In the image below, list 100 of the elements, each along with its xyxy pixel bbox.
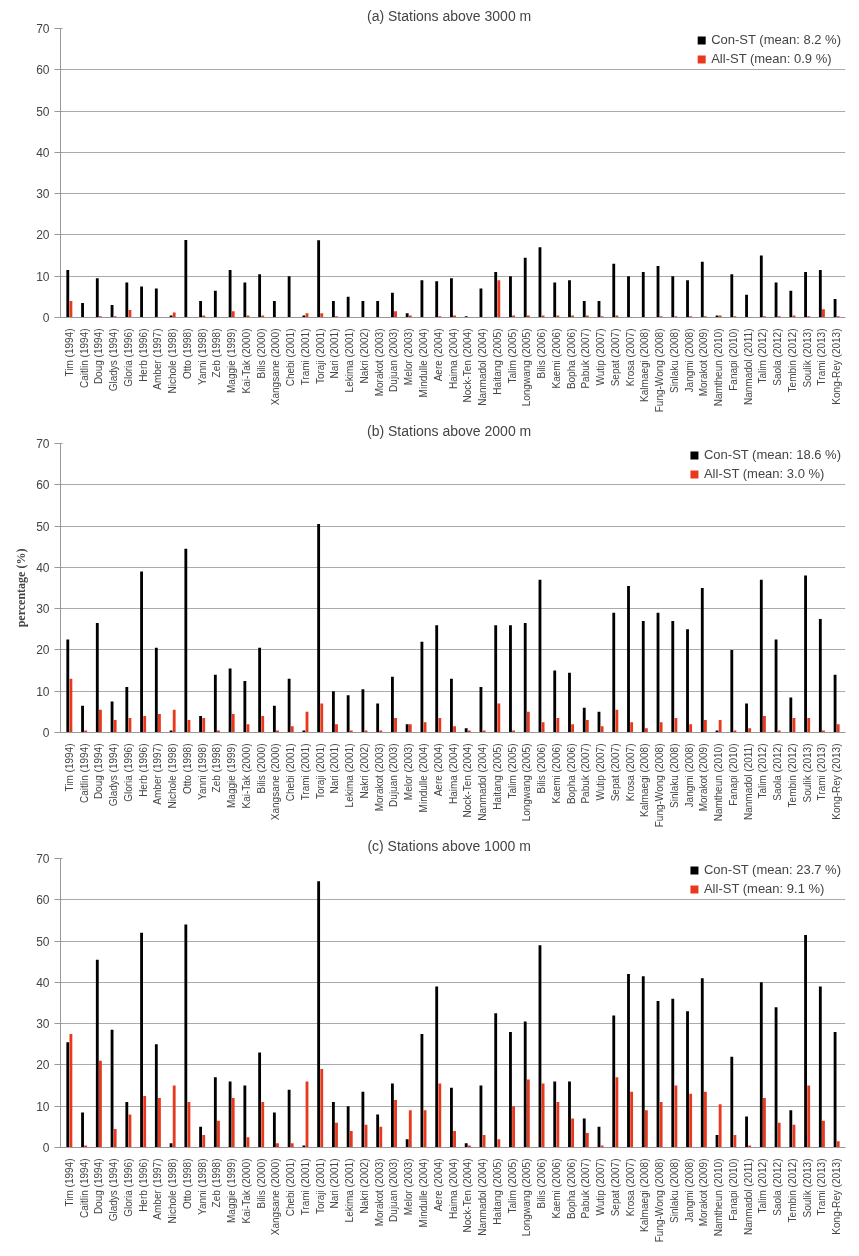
- x-tick-label: Trami (2001): [299, 328, 311, 386]
- x-tick-label: Haitang (2005): [491, 328, 503, 395]
- y-tick-label: 10: [36, 269, 50, 284]
- x-tick-label: Fanapi (2010): [727, 743, 739, 806]
- x-tick-label: Mindulle (2004): [417, 1158, 429, 1228]
- x-tick-label: Aere (2004): [432, 743, 444, 797]
- x-tick-label: Bopha (2006): [565, 743, 577, 805]
- y-tick-label: 50: [36, 104, 50, 119]
- x-tick-label: Fung-Wong (2008): [654, 328, 666, 413]
- x-tick-label: Amber (1997): [152, 743, 164, 805]
- x-tick-label: Tim (1994): [63, 743, 75, 792]
- x-tick-label: Doug (1994): [93, 1158, 105, 1215]
- legend-label: Con-ST (mean: 18.6 %): [703, 447, 841, 462]
- x-tick-label: Gladys (1994): [108, 743, 120, 807]
- x-tick-label: Lekima (2001): [344, 1158, 356, 1223]
- x-tick-label: Sinlaku (2008): [668, 743, 680, 808]
- x-tick-label: Kong-Rey (2013): [831, 743, 843, 820]
- x-tick-label: Tim (1994): [63, 1158, 75, 1207]
- x-tick-label: Trami (2001): [299, 1158, 311, 1216]
- x-tick-label: Zeb (1998): [211, 743, 223, 793]
- x-tick-label: Kai-Tak (2000): [240, 743, 252, 809]
- x-tick-label: Soulik (2013): [801, 328, 813, 388]
- legend-label: All-ST (mean: 9.1 %): [703, 881, 825, 896]
- x-tick-label: Herb (1996): [137, 328, 149, 382]
- chart-title: (c) Stations above 1000 m: [367, 837, 531, 854]
- x-tick-label: Yanni (1998): [196, 328, 208, 386]
- x-tick-label: Soulik (2013): [801, 743, 813, 803]
- x-tick-label: Yanni (1998): [196, 743, 208, 801]
- x-tick-label: Nakri (2002): [358, 1158, 370, 1214]
- x-tick-label: Bilis (2000): [255, 328, 267, 379]
- y-tick-label: 30: [36, 602, 50, 617]
- x-tick-label: Morakot (2003): [373, 1158, 385, 1227]
- x-tick-label: Nanmadol (2011): [742, 328, 754, 406]
- x-tick-label: Caitlin (1994): [78, 328, 90, 388]
- x-tick-label: Tembin (2012): [786, 1158, 798, 1223]
- x-tick-label: Tembin (2012): [786, 743, 798, 808]
- y-tick-label: 40: [36, 560, 50, 575]
- x-tick-label: Sepat (2007): [609, 328, 621, 387]
- x-tick-label: Talim (2005): [506, 743, 518, 799]
- x-tick-label: Jangmi (2008): [683, 328, 695, 393]
- legend-label: All-ST (mean: 3.0 %): [703, 466, 825, 481]
- x-tick-label: Melor (2003): [403, 328, 415, 386]
- x-tick-label: Fanapi (2010): [727, 1158, 739, 1221]
- chart-title: (a) Stations above 3000 m: [367, 7, 532, 24]
- x-tick-label: Dujuan (2003): [388, 743, 400, 807]
- y-tick-label: 40: [36, 145, 50, 160]
- y-tick-label: 0: [42, 311, 50, 325]
- x-tick-label: Caitlin (1994): [78, 1158, 90, 1218]
- x-tick-label: Gloria (1996): [122, 1158, 134, 1217]
- x-tick-label: Soulik (2013): [801, 1158, 813, 1218]
- x-tick-label: Nakri (2002): [358, 743, 370, 799]
- x-tick-label: Doug (1994): [93, 328, 105, 385]
- x-tick-label: Namtheun (2010): [713, 1158, 725, 1237]
- x-tick-label: Sepat (2007): [609, 743, 621, 802]
- x-tick-label: Morakot (2003): [373, 328, 385, 397]
- x-tick-label: Wutip (2007): [595, 328, 607, 386]
- y-tick-label: 20: [36, 228, 50, 243]
- x-tick-label: Saola (2012): [772, 328, 784, 386]
- x-tick-label: Bopha (2006): [565, 328, 577, 390]
- x-tick-label: Trami (2013): [816, 328, 828, 386]
- x-tick-label: Chebi (2001): [285, 743, 297, 802]
- x-tick-label: Krosa (2007): [624, 1158, 636, 1217]
- x-tick-label: Saola (2012): [772, 743, 784, 801]
- y-tick-label: 60: [36, 478, 50, 493]
- x-tick-label: Fung-Wong (2008): [654, 743, 666, 828]
- x-tick-label: Nari (2001): [329, 743, 341, 794]
- x-tick-label: Lekima (2001): [344, 328, 356, 393]
- y-tick-label: 0: [42, 1141, 50, 1155]
- x-tick-label: Kalmaegi (2008): [639, 1158, 651, 1232]
- x-tick-label: Dujuan (2003): [388, 328, 400, 392]
- x-tick-label: Aere (2004): [432, 328, 444, 382]
- x-tick-label: Xangsane (2000): [270, 1158, 282, 1236]
- x-tick-label: Kaemi (2006): [550, 328, 562, 389]
- x-tick-label: Herb (1996): [137, 743, 149, 797]
- x-tick-label: Gladys (1994): [108, 1158, 120, 1222]
- x-tick-label: Nari (2001): [329, 1158, 341, 1209]
- x-tick-label: Chebi (2001): [285, 328, 297, 387]
- x-tick-label: Kalmaegi (2008): [639, 743, 651, 817]
- x-tick-label: Sinlaku (2008): [668, 328, 680, 393]
- x-tick-label: Gloria (1996): [122, 743, 134, 802]
- y-tick-label: 50: [36, 519, 50, 534]
- x-tick-label: Bilis (2006): [536, 743, 548, 794]
- x-tick-label: Otto (1998): [181, 1158, 193, 1210]
- x-tick-label: Toraji (2001): [314, 1158, 326, 1215]
- x-tick-label: Mindulle (2004): [417, 328, 429, 398]
- x-tick-label: Melor (2003): [403, 743, 415, 801]
- x-tick-label: Sinlaku (2008): [668, 1158, 680, 1223]
- x-tick-label: Haitang (2005): [491, 1158, 503, 1225]
- x-tick-label: Bopha (2006): [565, 1158, 577, 1220]
- x-tick-label: Maggie (1999): [226, 1158, 238, 1223]
- x-tick-label: Nanmadol (2004): [477, 328, 489, 406]
- x-tick-label: Morakot (2009): [698, 743, 710, 812]
- x-tick-label: Bilis (2006): [536, 328, 548, 379]
- x-tick-label: Morakot (2009): [698, 1158, 710, 1227]
- x-tick-label: Dujuan (2003): [388, 1158, 400, 1222]
- x-tick-label: Morakot (2009): [698, 328, 710, 397]
- y-tick-label: 0: [42, 726, 50, 740]
- y-tick-label: 10: [36, 684, 50, 699]
- y-tick-label: 70: [36, 437, 50, 451]
- x-tick-label: Caitlin (1994): [78, 743, 90, 803]
